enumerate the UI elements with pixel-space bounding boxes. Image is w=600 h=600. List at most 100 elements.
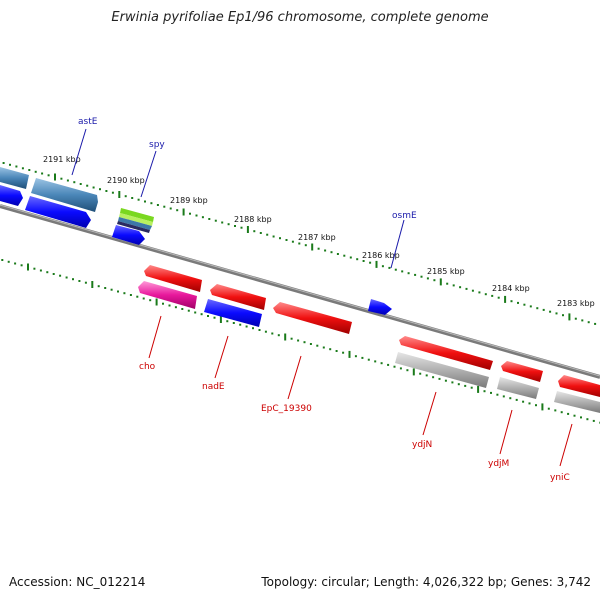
gene-spy-stripe-steel[interactable] — [118, 217, 152, 230]
outer-minor-tick — [214, 219, 217, 222]
outer-minor-tick — [497, 296, 500, 299]
outer-major-tick — [568, 313, 571, 321]
outer-minor-tick — [484, 293, 487, 296]
outer-minor-tick — [304, 244, 307, 247]
outer-minor-tick — [47, 174, 50, 177]
gene-EpC_19390[interactable] — [273, 302, 352, 334]
gene-yniC[interactable] — [558, 375, 600, 397]
outer-minor-tick — [92, 186, 95, 189]
inner-minor-tick — [239, 323, 242, 326]
outer-minor-tick — [298, 242, 301, 245]
gene-spy-stripe-green[interactable] — [120, 208, 154, 222]
gene-red-upper-2[interactable] — [210, 284, 266, 310]
gene-label-osmE: osmE — [392, 211, 417, 221]
inner-minor-tick — [367, 358, 370, 361]
outer-minor-tick — [163, 205, 166, 208]
inner-minor-tick — [174, 306, 177, 309]
outer-minor-tick — [9, 163, 11, 166]
outer-minor-tick — [137, 198, 140, 201]
outer-minor-tick — [285, 239, 288, 241]
outer-minor-tick — [259, 232, 262, 234]
outer-minor-tick — [221, 221, 224, 224]
gene-steel-outer[interactable] — [31, 178, 98, 212]
inner-minor-tick — [309, 343, 312, 345]
outer-minor-tick — [459, 286, 462, 289]
outer-major-tick — [311, 243, 314, 251]
inner-minor-tick — [361, 356, 364, 359]
inner-minor-tick — [515, 398, 518, 401]
outer-major-tick — [504, 295, 507, 303]
inner-minor-tick — [490, 391, 492, 394]
gene-osmE[interactable] — [368, 299, 392, 315]
inner-minor-tick — [277, 334, 280, 337]
outer-minor-tick — [324, 249, 327, 252]
gene-ydjM[interactable] — [501, 361, 543, 382]
outer-tick-ring — [2, 162, 597, 325]
gene-gray-3[interactable] — [554, 391, 600, 413]
inner-minor-tick — [232, 322, 235, 324]
tick-label-2189: 2189 kbp — [170, 196, 208, 205]
inner-minor-tick — [78, 280, 81, 282]
inner-minor-tick — [303, 341, 306, 344]
gene-astE[interactable] — [25, 196, 91, 228]
inner-minor-tick — [522, 400, 525, 403]
inner-minor-tick — [560, 411, 563, 414]
gene-nadE[interactable] — [204, 299, 262, 327]
inner-minor-tick — [187, 309, 190, 312]
gene-spy[interactable] — [112, 225, 145, 245]
outer-minor-tick — [111, 191, 114, 194]
gene-cho[interactable] — [138, 281, 197, 309]
outer-minor-tick — [253, 230, 256, 233]
outer-minor-tick — [478, 291, 481, 294]
chromosome-backbone-highlight — [0, 204, 600, 377]
inner-minor-tick — [7, 260, 10, 263]
outer-minor-tick — [266, 233, 269, 236]
outer-minor-tick — [471, 289, 474, 292]
outer-minor-tick — [349, 256, 352, 259]
inner-minor-tick — [297, 339, 300, 342]
inner-minor-tick — [444, 379, 447, 382]
outer-minor-tick — [426, 277, 429, 280]
gene-gray-1[interactable] — [395, 352, 489, 388]
inner-minor-tick — [457, 383, 460, 386]
outer-minor-tick — [433, 279, 436, 282]
inner-minor-tick — [322, 346, 325, 349]
outer-minor-tick — [356, 258, 359, 261]
gene-blue-left[interactable] — [0, 185, 23, 206]
gene-steel-outer-left[interactable] — [0, 167, 29, 189]
inner-minor-tick — [194, 311, 197, 314]
outer-minor-tick — [446, 282, 449, 285]
gene-spy-stripe-dark[interactable] — [117, 221, 150, 233]
outer-minor-tick — [124, 195, 127, 198]
gene-spy-stripe-lime[interactable] — [119, 213, 153, 226]
inner-minor-tick — [46, 271, 49, 274]
gene-label-ydjN: ydjN — [412, 440, 432, 450]
inner-minor-tick — [483, 390, 486, 393]
inner-minor-tick — [136, 295, 139, 298]
inner-minor-tick — [342, 351, 345, 354]
inner-minor-tick — [432, 376, 435, 379]
inner-minor-tick — [97, 285, 100, 288]
outer-minor-tick — [15, 165, 18, 168]
tick-label-2185: 2185 kbp — [427, 267, 465, 276]
gene-red-upper-1[interactable] — [144, 265, 202, 292]
outer-minor-tick — [2, 162, 5, 164]
outer-minor-tick — [452, 284, 455, 287]
outer-minor-tick — [407, 272, 410, 275]
gene-ydjN[interactable] — [399, 336, 493, 370]
inner-minor-tick — [496, 393, 499, 396]
inner-minor-tick — [528, 402, 531, 405]
inner-minor-tick — [290, 337, 293, 340]
gene-gray-2[interactable] — [497, 377, 539, 399]
outer-major-tick — [54, 173, 56, 181]
inner-minor-tick — [554, 409, 557, 412]
chromosome-backbone — [0, 204, 600, 379]
outer-minor-tick — [208, 218, 211, 220]
outer-minor-tick — [99, 188, 101, 191]
inner-major-tick — [412, 368, 415, 376]
outer-minor-tick — [549, 310, 552, 313]
inner-minor-tick — [387, 363, 390, 366]
inner-minor-tick — [181, 308, 184, 310]
leader-ydjN — [422, 391, 437, 436]
inner-minor-tick — [451, 381, 454, 384]
